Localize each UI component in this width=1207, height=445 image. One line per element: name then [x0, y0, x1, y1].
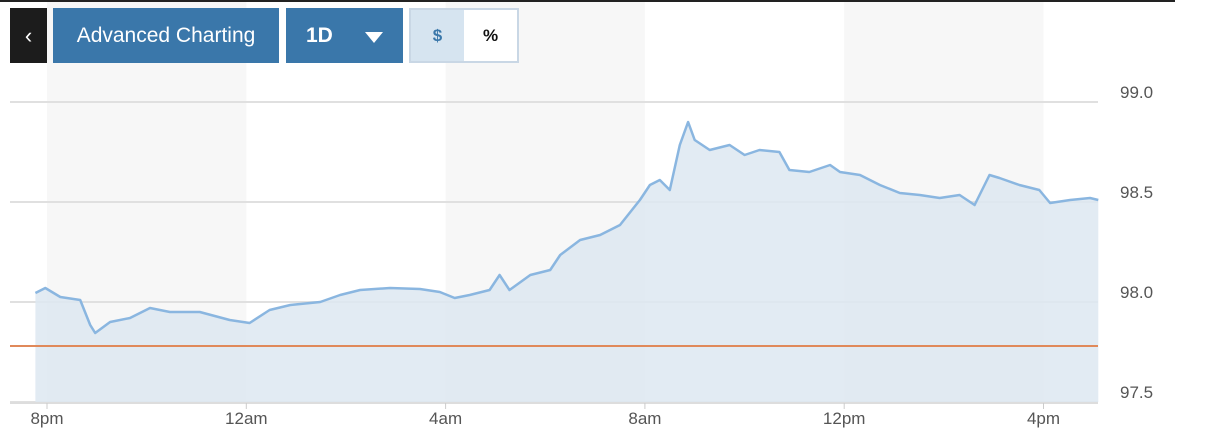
top-border — [0, 0, 1175, 2]
range-dropdown[interactable]: 1D — [286, 8, 403, 63]
price-line — [34, 120, 1099, 335]
currency-toggle-button[interactable]: $ — [411, 10, 464, 61]
x-tick-label: 12pm — [823, 409, 866, 428]
y-tick-label: 99.0 — [1120, 83, 1153, 102]
caret-down-icon — [365, 32, 383, 43]
x-tick-label: 8am — [628, 409, 661, 428]
percent-toggle-button[interactable]: % — [464, 10, 517, 61]
unit-toggle: $ % — [409, 8, 519, 63]
x-tick-label: 12am — [225, 409, 268, 428]
x-tick-label: 4am — [429, 409, 462, 428]
chevron-left-icon: ‹ — [24, 22, 33, 48]
price-area — [35, 122, 1099, 402]
y-tick-label: 97.5 — [1120, 383, 1153, 402]
y-tick-label: 98.5 — [1120, 183, 1153, 202]
back-button[interactable]: ‹ — [10, 8, 47, 63]
y-tick-label: 98.0 — [1120, 283, 1153, 302]
range-label: 1D — [306, 23, 333, 47]
x-tick-label: 8pm — [30, 409, 63, 428]
x-tick-label: 4pm — [1027, 409, 1060, 428]
advanced-charting-button[interactable]: Advanced Charting — [53, 8, 279, 63]
